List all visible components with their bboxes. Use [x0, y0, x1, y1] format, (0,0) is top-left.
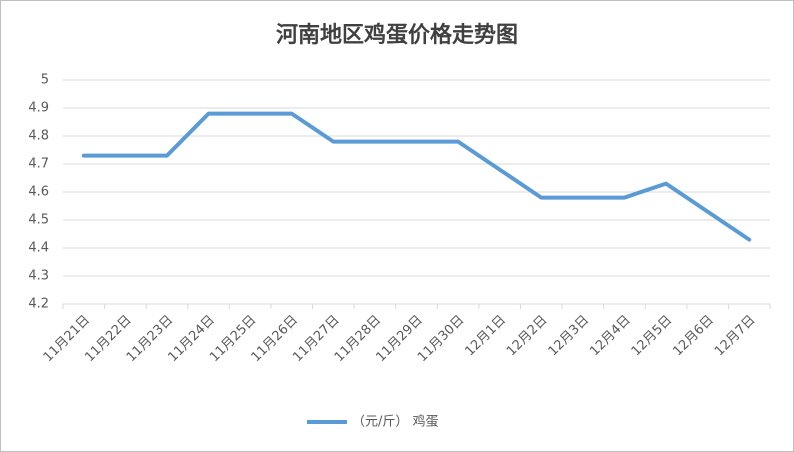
- y-tick-label: 4.8: [28, 129, 49, 144]
- y-tick-label: 4.3: [28, 269, 49, 284]
- y-tick-label: 4.5: [28, 213, 49, 228]
- y-tick-label: 4.4: [28, 241, 49, 256]
- data-line: [81, 111, 752, 242]
- y-tick-label: 4.6: [28, 185, 49, 200]
- legend-label: （元/斤） 鸡蛋: [352, 414, 439, 430]
- chart-title: 河南地区鸡蛋价格走势图: [276, 22, 518, 48]
- y-tick-label: 4.9: [28, 101, 49, 116]
- y-tick-label: 4.2: [28, 297, 49, 312]
- y-tick-label: 4.7: [28, 157, 49, 172]
- y-tick-label: 5: [41, 73, 49, 88]
